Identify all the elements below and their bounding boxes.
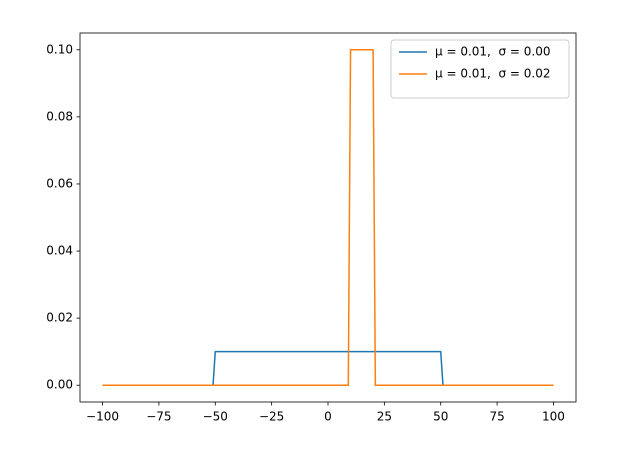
- legend-label: μ = 0.01, σ = 0.00: [435, 45, 551, 59]
- x-tick-label: 75: [489, 410, 504, 424]
- x-tick-label: −75: [146, 410, 171, 424]
- x-tick-label: 0: [324, 410, 332, 424]
- y-tick-label: 0.02: [46, 311, 73, 325]
- legend-label: μ = 0.01, σ = 0.02: [435, 67, 551, 81]
- x-tick-label: −25: [259, 410, 284, 424]
- line: [102, 49, 554, 386]
- x-tick-label: 50: [433, 410, 448, 424]
- x-tick-label: 100: [542, 410, 565, 424]
- y-tick-label: 0.08: [46, 109, 73, 123]
- plot-frame: [79, 32, 577, 403]
- legend-box: [390, 39, 570, 99]
- y-tick-label: 0.06: [46, 176, 73, 190]
- y-tick-label: 0.00: [46, 378, 73, 392]
- y-tick-label: 0.04: [46, 244, 73, 258]
- y-tick-label: 0.10: [46, 42, 73, 56]
- x-tick-label: 25: [377, 410, 392, 424]
- legend: μ = 0.01, σ = 0.00 μ = 0.01, σ = 0.02: [390, 39, 570, 99]
- x-tick-label: −50: [203, 410, 228, 424]
- x-tick-label: −100: [86, 410, 119, 424]
